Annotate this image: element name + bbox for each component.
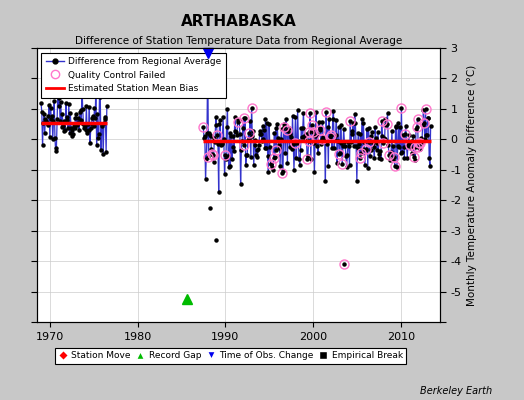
Text: ARTHABASKA: ARTHABASKA [181,14,296,29]
Title: Difference of Station Temperature Data from Regional Average: Difference of Station Temperature Data f… [75,36,402,46]
Legend: Difference from Regional Average, Quality Control Failed, Estimated Station Mean: Difference from Regional Average, Qualit… [41,52,226,98]
Text: Berkeley Earth: Berkeley Earth [420,386,493,396]
Y-axis label: Monthly Temperature Anomaly Difference (°C): Monthly Temperature Anomaly Difference (… [467,64,477,306]
Legend: Station Move, Record Gap, Time of Obs. Change, Empirical Break: Station Move, Record Gap, Time of Obs. C… [55,348,406,364]
